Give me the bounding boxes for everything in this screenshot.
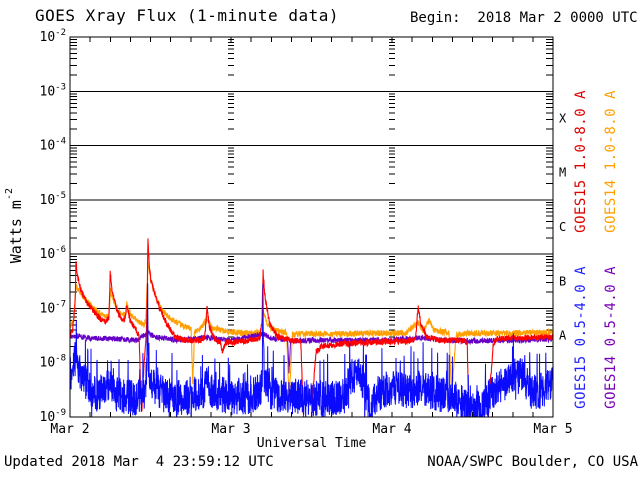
minor-log-ticks [70,38,553,347]
begin-timestamp: Begin: 2018 Mar 2 0000 UTC [410,10,638,26]
legend-goes15-short: GOES15 0.5-4.0 A [573,266,589,409]
svg-text:10-7: 10-7 [40,299,67,316]
svg-text:10-5: 10-5 [40,191,67,208]
y-axis-title: Watts m-2 [4,188,25,263]
svg-text:X: X [559,111,567,125]
x-tick-labels: Mar 2 Mar 3 Mar 4 Mar 5 [50,422,572,437]
svg-text:B: B [559,274,566,288]
svg-text:Mar 2: Mar 2 [50,422,89,437]
svg-text:10-2: 10-2 [40,28,67,45]
legend-goes14-short: GOES14 0.5-4.0 A [603,266,619,409]
curve-goes14-1-0-8-0-a [70,262,553,402]
curve-goes15-1-0-8-0-a [70,238,553,417]
flare-class-labels: X M C B A [559,111,567,342]
chart-title: GOES Xray Flux (1-minute data) [35,6,339,25]
series-curves [70,238,553,417]
plot-frame [69,36,554,418]
hour-ticks [89,37,534,417]
y-axis-title-exponent: -2 [4,188,15,201]
curve-goes14-0-5-4-0-a [70,330,553,374]
decade-gridlines [70,90,553,364]
legend-goes14-long: GOES14 1.0-8.0 A [603,90,619,233]
svg-text:Mar 4: Mar 4 [372,422,411,437]
svg-text:10-8: 10-8 [40,354,67,371]
svg-text:Mar 5: Mar 5 [533,422,572,437]
updated-timestamp: Updated 2018 Mar 4 23:59:12 UTC [4,454,274,470]
svg-text:10-6: 10-6 [40,245,67,262]
x-axis-title: Universal Time [256,436,367,451]
svg-text:10-3: 10-3 [40,82,67,99]
svg-text:M: M [559,166,566,180]
curve-goes15-0-5-4-0-a [70,283,553,417]
legend-goes15-long: GOES15 1.0-8.0 A [573,90,589,233]
y-tick-labels: 10-210-310-410-510-610-710-810-9 [40,28,67,425]
svg-text:A: A [559,329,567,343]
svg-text:C: C [559,220,566,234]
y-axis-title-text: Watts m [7,200,25,264]
source-credit: NOAA/SWPC Boulder, CO USA [427,454,638,470]
svg-text:Mar 3: Mar 3 [211,422,250,437]
svg-text:10-4: 10-4 [40,137,67,154]
